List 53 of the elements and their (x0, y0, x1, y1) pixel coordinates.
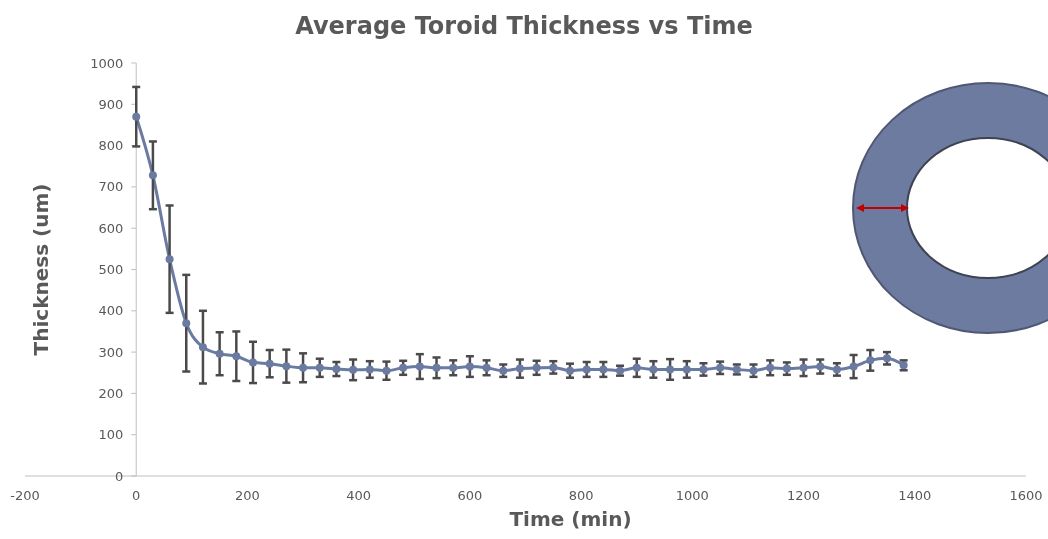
y-tick-label: 100 (98, 427, 124, 443)
point (415, 362, 424, 371)
point (866, 356, 875, 365)
x-tick-label: 1200 (787, 488, 821, 503)
x-tick-label: 1600 (1009, 488, 1043, 503)
point (315, 363, 324, 372)
y-tick-label: 300 (98, 344, 124, 360)
point (198, 343, 207, 352)
point (682, 365, 691, 374)
point (365, 365, 374, 374)
x-tick-label: 200 (235, 488, 260, 503)
point (799, 363, 808, 372)
point (148, 171, 157, 180)
y-tick-label: 500 (98, 262, 124, 278)
y-tick-label: 400 (98, 303, 124, 319)
x-tick-label: -200 (10, 488, 40, 503)
point (515, 364, 524, 373)
y-tick-label: 0 (114, 468, 124, 484)
x-tick-label: 800 (568, 488, 594, 503)
y-tick-label: 900 (98, 96, 124, 112)
point (666, 365, 675, 374)
point (849, 362, 858, 371)
x-tick-label: 0 (132, 488, 141, 503)
y-tick-label: 600 (98, 220, 124, 236)
point (649, 365, 658, 374)
point (632, 363, 641, 372)
point (282, 362, 291, 371)
point (766, 363, 775, 372)
point (299, 363, 308, 372)
x-axis-title: Time (min) (509, 507, 632, 531)
point (449, 363, 458, 372)
point (165, 255, 174, 264)
point (432, 363, 441, 372)
point (349, 365, 358, 374)
x-tick-label: 600 (457, 488, 483, 503)
x-tick-label: 400 (346, 488, 372, 503)
point (182, 319, 191, 328)
point (132, 112, 141, 121)
point (215, 349, 224, 358)
x-tick-label: 1000 (675, 488, 709, 503)
point (465, 362, 474, 371)
point (265, 359, 274, 368)
point (382, 366, 391, 375)
point (249, 358, 258, 367)
point (482, 363, 491, 372)
chart-title: Average Toroid Thickness vs Time (295, 12, 753, 40)
y-tick-label: 700 (98, 179, 124, 195)
x-tick-label: 1400 (898, 488, 932, 503)
y-tick-label: 200 (98, 385, 124, 401)
point (232, 352, 241, 361)
y-axis-title: Thickness (um) (29, 183, 53, 356)
y-tick-label: 1000 (90, 55, 124, 71)
y-tick-label: 800 (98, 138, 124, 154)
